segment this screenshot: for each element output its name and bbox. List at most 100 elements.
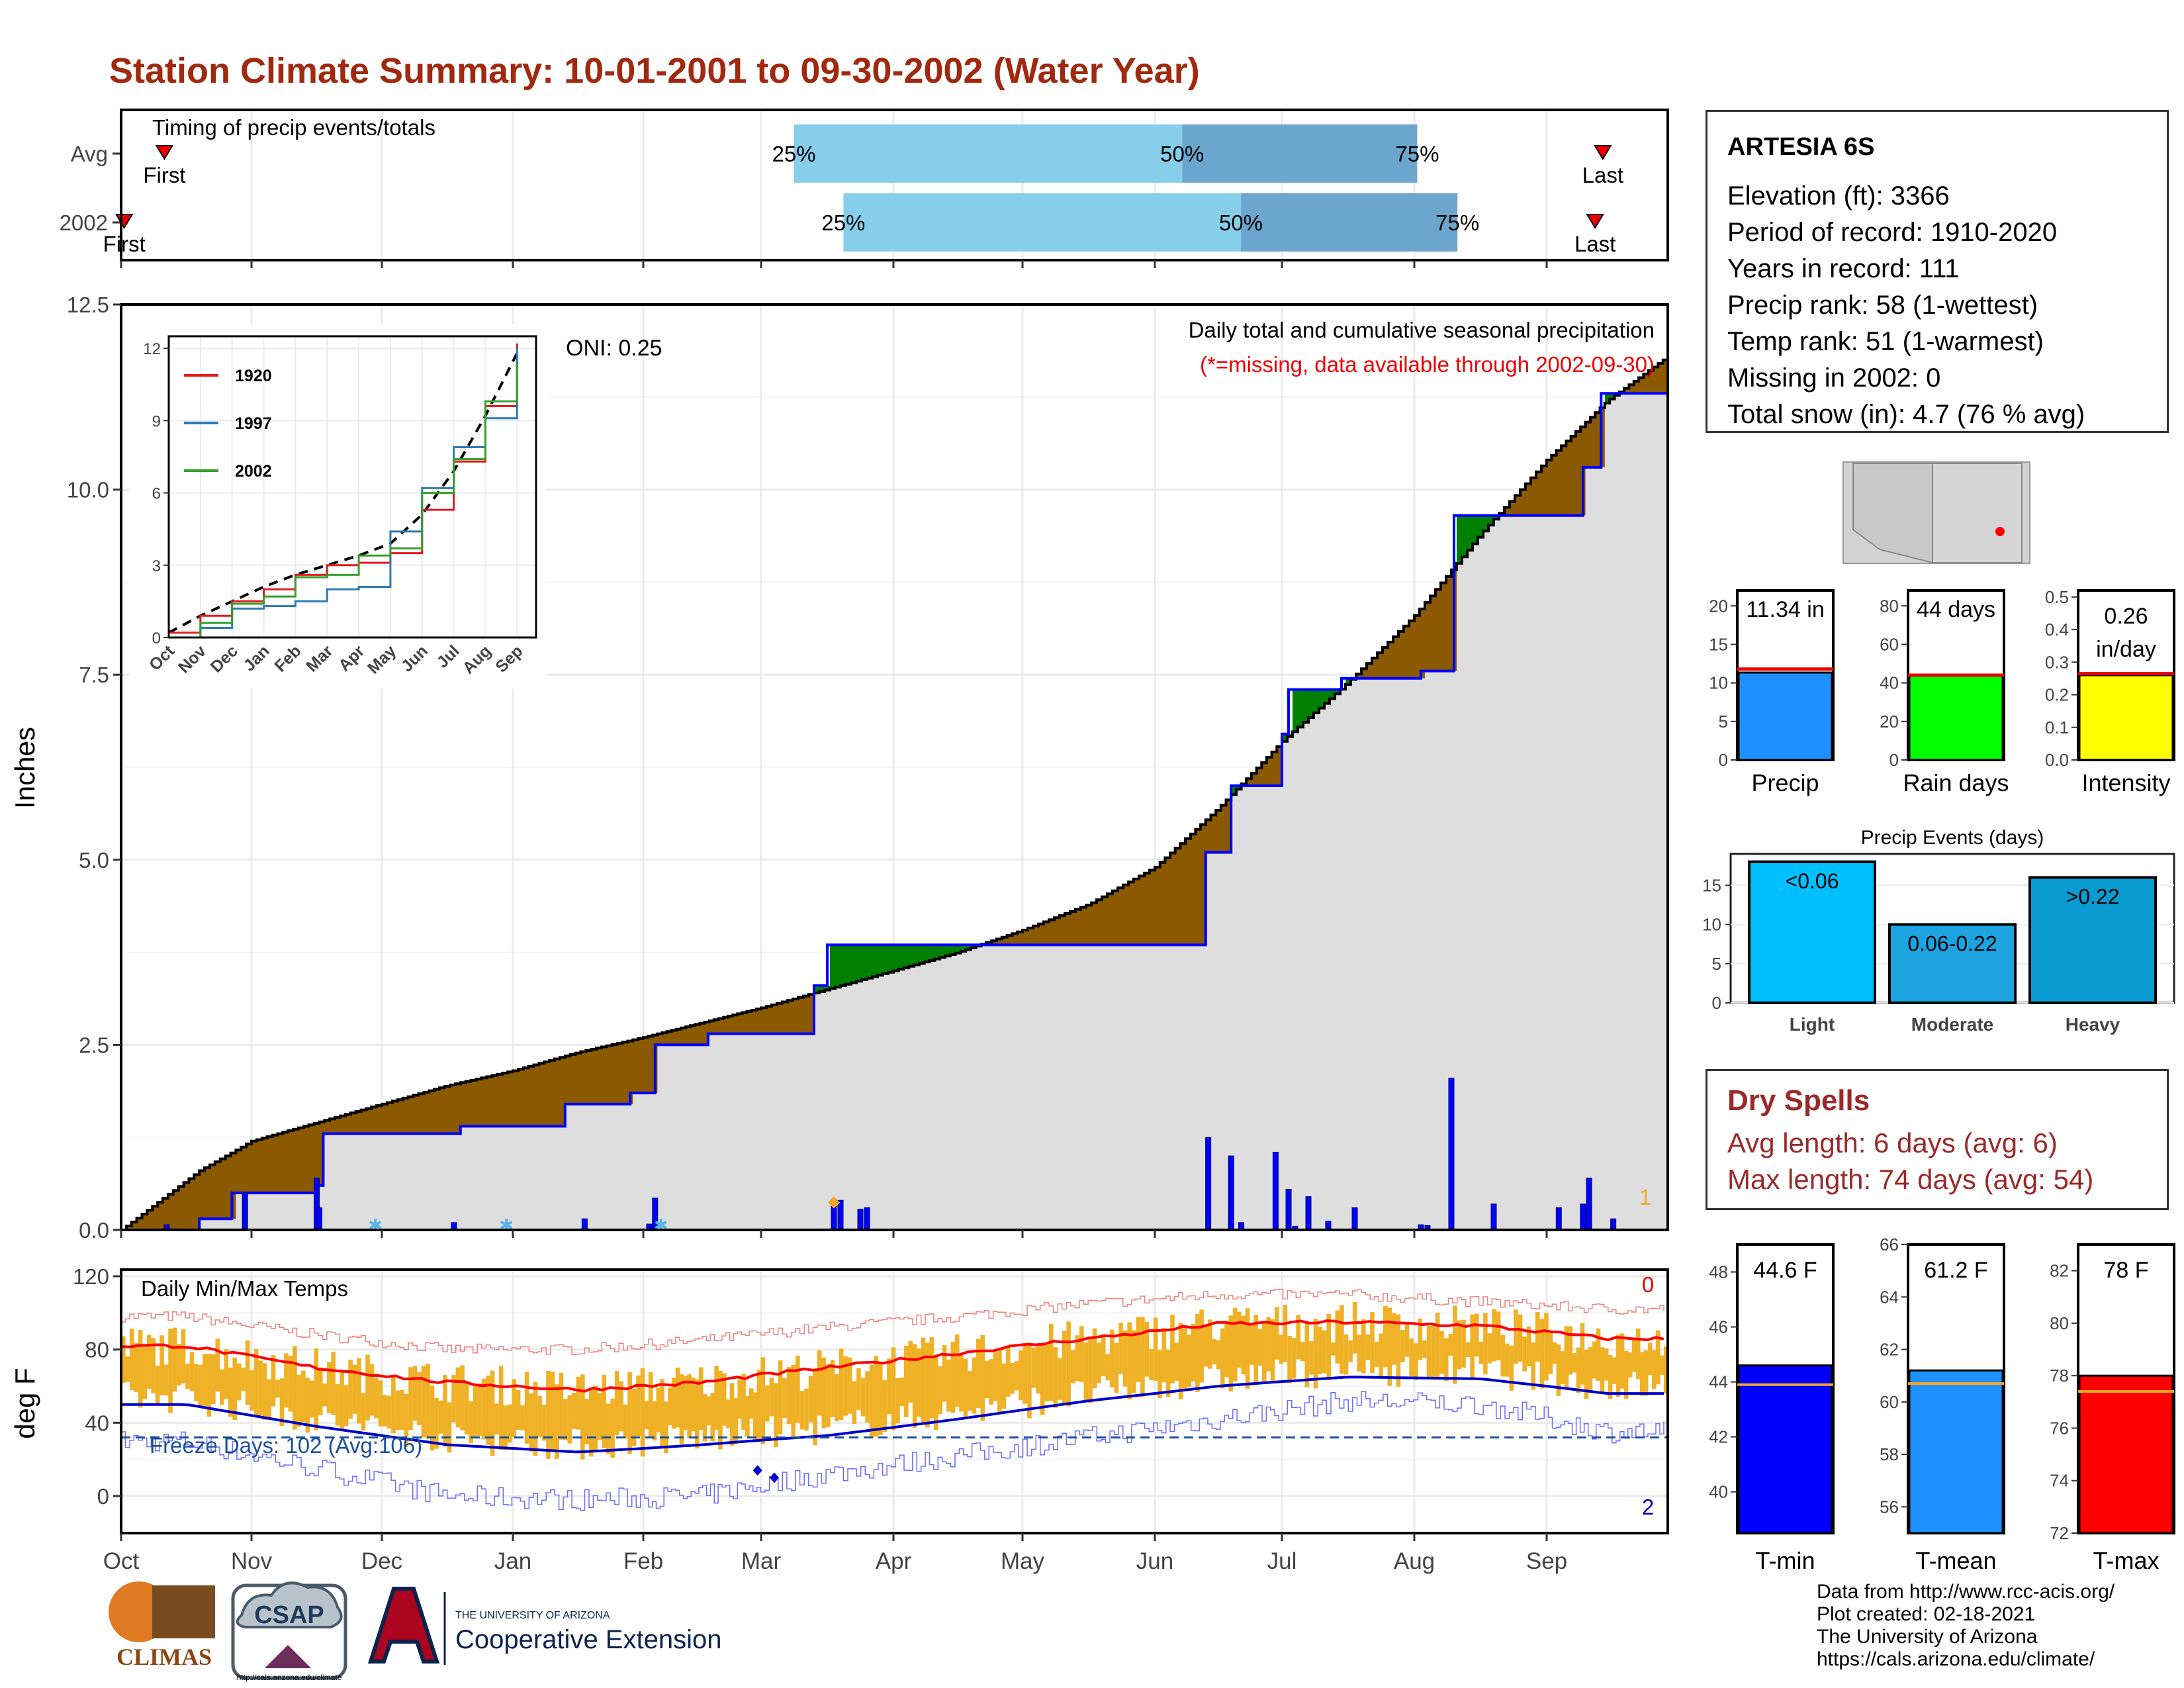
precip-cumulative-fill [1633,393,1639,1230]
daily-temp-bar [675,1367,680,1428]
daily-temp-bar [1470,1314,1475,1379]
daily-temp-bar [1075,1335,1080,1382]
precip-departure-band [728,1016,733,1034]
precip-departure-band [798,997,804,1034]
precip-departure-band [539,1063,545,1127]
daily-temp-bar [826,1364,831,1428]
daily-temp-bar [550,1372,555,1452]
precip-departure-band [1319,689,1325,708]
precip-cumulative-fill [798,1033,804,1230]
daily-temp-bar [959,1354,964,1412]
summary-value-label: 44 days [1917,597,1995,622]
precip-cumulative-fill [1139,945,1145,1230]
precip-cumulative-fill [1566,515,1572,1230]
precip-departure-band [1488,515,1494,526]
daily-temp-bar [1245,1308,1250,1389]
csap-cloud-icon [236,1581,343,1628]
precip-departure-band [1388,641,1394,679]
precip-cumulative-fill [324,1133,330,1230]
precip-cumulative-fill [1102,945,1108,1230]
precip-cumulative-fill [1561,515,1567,1230]
daily-temp-bar [1088,1338,1093,1403]
daily-temp-bar [400,1389,404,1430]
precip-departure-band [308,1125,315,1194]
precip-cumulative-fill [1473,543,1479,1231]
precip-cumulative-fill [1241,785,1247,1230]
precip-departure-band [476,1079,482,1127]
precip-cumulative-fill [1054,945,1060,1230]
precip-departure-band [1324,689,1330,704]
precip-cumulative-fill [476,1126,482,1230]
daily-temp-bar [1049,1324,1054,1401]
precip-departure-band [1556,450,1562,516]
month-tick-label: Feb [623,1548,663,1574]
daily-temp-bar [1418,1318,1423,1360]
daily-temp-bar [309,1380,314,1418]
temp-summary-y-tick-label: 76 [2050,1418,2069,1438]
precip-cumulative-fill [751,1033,757,1230]
precip-departure-band [1023,930,1028,945]
daily-temp-bar [563,1399,568,1440]
month-tick-label: Nov [231,1548,273,1574]
precip-departure-band [261,1138,268,1194]
daily-temp-bar [1431,1325,1435,1378]
precip-cumulative-fill [236,1193,242,1230]
precip-cumulative-fill [1251,785,1257,1230]
precip-cumulative-fill [1643,393,1649,1230]
precip-departure-band [220,1158,226,1219]
daily-temp-bar [636,1375,641,1436]
summary-bar-label: Precip [1751,769,1819,796]
precip-cumulative-fill [575,1103,582,1230]
precip-cumulative-fill [960,951,966,1230]
daily-temp-bar [821,1357,827,1429]
precip-cumulative-fill [601,1103,608,1230]
precip-departure-band [945,945,951,957]
daily-temp-bar [1568,1326,1573,1375]
average-cumulative-line [121,356,1669,1231]
precip-cumulative-fill [704,1045,710,1230]
precip-cumulative-fill [1123,945,1129,1230]
precip-event-bar [1748,860,1876,1005]
daily-temp-bar [374,1378,379,1419]
precip-cumulative-fill [1287,736,1293,1230]
precip-cumulative-fill [591,1103,597,1230]
precip-departure-band [131,1222,138,1230]
precip-departure-band [549,1060,555,1127]
precip-departure-band [950,945,956,955]
precip-departure-band [830,945,836,989]
last-marker-icon [1586,214,1604,229]
precip-departure-band [1282,733,1288,741]
dry-spells-title: Dry Spells [1727,1084,1870,1117]
daily-temp-bar [1396,1314,1401,1387]
precip-departure-band [1271,751,1277,786]
daily-temp-bar [1576,1347,1581,1393]
daily-temp-bar [417,1372,422,1426]
daily-temp-bar [1237,1311,1242,1368]
daily-temp-bar [404,1393,409,1448]
precip-departure-band [761,1008,767,1034]
daily-temp-bar [1548,1333,1553,1374]
precip-cumulative-fill [1388,678,1394,1230]
daily-temp-bar [714,1366,719,1430]
daily-temp-bar [335,1383,340,1426]
daily-temp-bar [537,1395,542,1438]
precip-departure-band [883,945,889,974]
precip-departure-band [1478,515,1484,538]
daily-temp-bar [481,1378,486,1440]
precip-departure-band [1044,921,1050,945]
daily-temp-bar [1457,1320,1462,1370]
precip-departure-band [1139,876,1145,945]
daily-temp-bar [656,1387,661,1432]
precip-departure-band [486,1076,492,1127]
precip-departure-band [809,994,815,1034]
daily-temp-bar [1220,1328,1225,1389]
daily-temp-bar [1149,1349,1154,1381]
temp-summary-y-tick-label: 60 [1880,1392,1899,1412]
daily-temp-bar [1387,1307,1392,1386]
daily-temp-bar [503,1405,508,1450]
daily-precip-bar [316,1207,322,1231]
precip-departure-band [671,1030,677,1045]
precip-cumulative-fill [439,1133,445,1230]
precip-departure-band [1118,888,1124,945]
precip-departure-band [814,985,820,994]
